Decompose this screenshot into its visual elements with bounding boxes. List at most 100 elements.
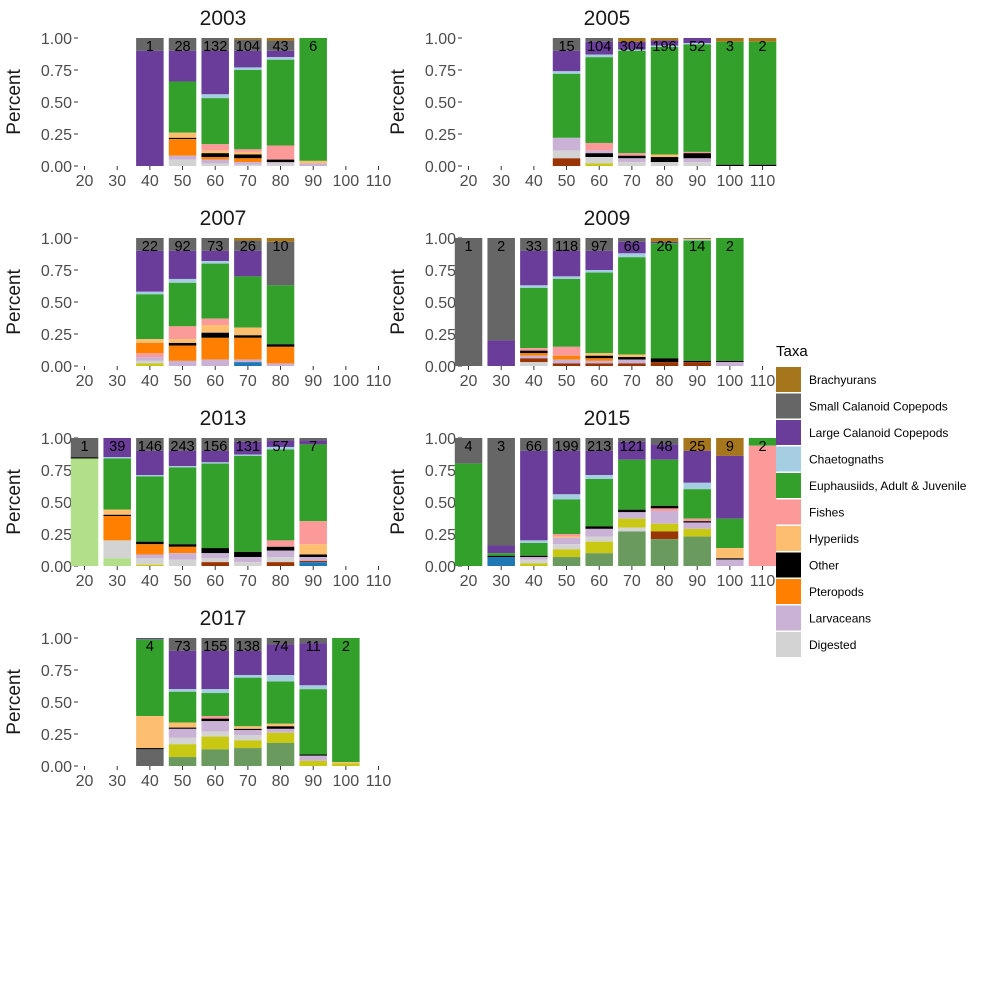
bar-segment xyxy=(234,158,262,163)
bar-segment xyxy=(552,278,581,347)
x-tick-label: 90 xyxy=(688,573,706,590)
bar-segment xyxy=(234,154,262,159)
y-tick-label: 0.00 xyxy=(41,359,72,376)
bar-segment xyxy=(266,644,295,676)
bar-segment xyxy=(487,553,515,556)
bar-segment xyxy=(299,544,327,555)
bar-segment xyxy=(650,162,679,166)
x-tick-label: 50 xyxy=(174,573,192,590)
bar-segment xyxy=(136,554,164,559)
bar-segment xyxy=(552,355,581,360)
bar-segment xyxy=(683,44,711,152)
x-tick-label: 100 xyxy=(333,173,360,190)
bar-segment xyxy=(168,559,197,566)
legend-item: Hyperiids xyxy=(776,526,859,551)
bar-segment xyxy=(201,159,229,164)
bar-count-label: 15 xyxy=(558,39,574,55)
legend-swatch xyxy=(776,367,801,392)
bar-segment xyxy=(618,359,646,364)
bar-segment xyxy=(201,98,229,145)
bar-segment xyxy=(136,438,164,451)
bar-segment xyxy=(299,521,327,545)
bar-segment xyxy=(683,528,711,537)
bar-segment xyxy=(201,261,229,264)
bar-segment xyxy=(585,153,613,158)
y-tick-label: 1.00 xyxy=(425,31,456,48)
bar-segment xyxy=(520,438,548,451)
bar-40: 1 xyxy=(136,38,164,166)
x-tick-label: 100 xyxy=(333,573,360,590)
bar-count-label: 3 xyxy=(497,439,505,455)
bar-segment xyxy=(683,162,711,166)
y-tick-label: 0.00 xyxy=(425,559,456,576)
bar-segment xyxy=(650,508,679,511)
bar-segment xyxy=(103,458,131,510)
bar-segment xyxy=(585,157,613,164)
bar-segment xyxy=(201,325,229,333)
bar-segment xyxy=(266,540,295,547)
y-tick-label: 0.25 xyxy=(41,727,72,744)
y-axis-label: Percent xyxy=(4,669,25,735)
bar-count-label: 2 xyxy=(342,639,350,655)
x-tick-label: 90 xyxy=(304,373,322,390)
bar-segment xyxy=(136,564,164,566)
bar-segment xyxy=(618,363,646,366)
bar-count-label: 97 xyxy=(591,239,607,255)
bar-segment xyxy=(585,38,613,42)
x-tick-label: 50 xyxy=(558,173,576,190)
x-tick-label: 50 xyxy=(558,573,576,590)
bar-segment xyxy=(168,744,197,758)
bar-count-label: 52 xyxy=(689,39,705,55)
bar-20: 4 xyxy=(454,438,483,566)
bar-segment xyxy=(136,238,164,251)
bar-count-label: 196 xyxy=(652,39,676,55)
bar-segment xyxy=(201,716,229,719)
y-tick-label: 0.25 xyxy=(425,127,456,144)
bar-segment xyxy=(552,73,581,138)
panel-2015: 2015 Percent 0.00 0.25 0.50 0.75 1.00 20 30 40 50 6… xyxy=(388,407,777,590)
bar-segment xyxy=(299,38,327,161)
x-tick-label: 70 xyxy=(623,373,641,390)
bar-segment xyxy=(650,531,679,540)
legend-item: Digested xyxy=(776,632,856,657)
bar-segment xyxy=(487,238,515,341)
bar-segment xyxy=(683,518,711,522)
bar-segment xyxy=(266,449,295,541)
x-tick-label: 50 xyxy=(174,373,192,390)
bar-segment xyxy=(266,440,295,447)
y-tick-label: 1.00 xyxy=(425,231,456,248)
bar-60: 132 xyxy=(201,38,229,166)
bar-segment xyxy=(168,159,197,166)
bar-segment xyxy=(618,158,646,163)
bar-segment xyxy=(266,38,295,41)
bar-80: 10 xyxy=(266,238,295,366)
bar-segment xyxy=(168,650,197,690)
bar-segment xyxy=(552,346,581,356)
bar-90: 6 xyxy=(299,38,327,166)
bar-count-label: 118 xyxy=(555,239,578,255)
bar-segment xyxy=(585,238,613,251)
bar-segment xyxy=(520,559,548,564)
bar-segment xyxy=(683,38,711,44)
bar-100: 3 xyxy=(716,38,744,166)
bar-segment xyxy=(520,542,548,556)
bar-count-label: 1 xyxy=(464,239,472,255)
x-tick-label: 40 xyxy=(141,573,159,590)
x-tick-label: 30 xyxy=(108,573,126,590)
bar-segment xyxy=(136,716,164,749)
x-tick-label: 70 xyxy=(623,173,641,190)
bar-segment xyxy=(299,440,327,445)
bar-count-label: 66 xyxy=(624,239,640,255)
bar-segment xyxy=(650,444,679,460)
x-tick-label: 110 xyxy=(366,373,392,390)
bar-30: 3 xyxy=(487,438,515,566)
bar-segment xyxy=(552,359,581,364)
bar-segment xyxy=(716,558,744,560)
x-tick-label: 80 xyxy=(656,373,674,390)
bar-80: 196 xyxy=(650,38,679,166)
bar-segment xyxy=(70,458,99,566)
bar-segment xyxy=(234,38,262,40)
bar-segment xyxy=(201,638,229,651)
x-tick-label: 80 xyxy=(272,173,290,190)
bar-20: 1 xyxy=(454,238,483,366)
